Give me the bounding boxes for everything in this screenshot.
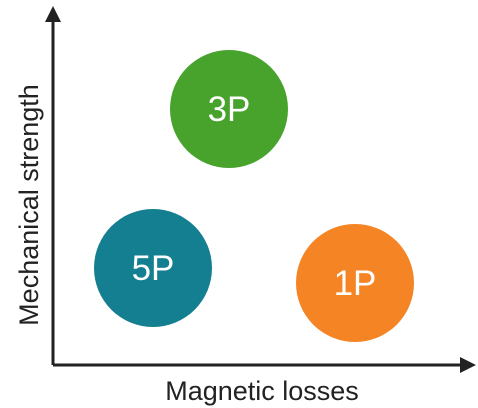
y-axis-title: Mechanical strength xyxy=(14,84,44,326)
y-axis-arrow-icon xyxy=(45,6,61,22)
bubble-3p xyxy=(170,50,288,168)
x-axis-title: Magnetic losses xyxy=(165,376,359,406)
x-axis-arrow-icon xyxy=(460,357,476,373)
bubble-3p-label: 3P xyxy=(208,90,251,129)
bubble-1p-label: 1P xyxy=(334,264,377,303)
bubble-1p xyxy=(296,224,414,342)
bubble-5p xyxy=(94,209,212,327)
bubble-5p-label: 5P xyxy=(132,249,175,288)
